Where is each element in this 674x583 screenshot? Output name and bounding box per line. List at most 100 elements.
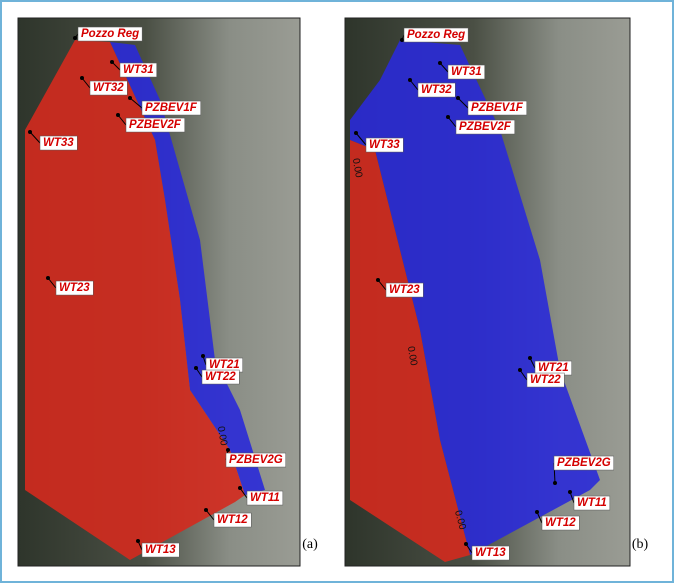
well-label: WT32 xyxy=(421,84,452,96)
well-label: WT31 xyxy=(451,66,482,78)
well-label: WT33 xyxy=(43,137,74,149)
blue-zone xyxy=(110,42,265,495)
well-label: PZBEV1F xyxy=(145,102,198,114)
leader-line xyxy=(457,97,469,109)
well-point xyxy=(408,78,412,82)
leader-line xyxy=(81,77,91,89)
well-point xyxy=(376,278,380,282)
label-box xyxy=(467,100,527,116)
panel-tag: (b) xyxy=(632,537,649,552)
well-marker: WT33 xyxy=(354,131,404,153)
well-point xyxy=(553,481,557,485)
well-label: WT21 xyxy=(538,362,569,374)
well-label: WT33 xyxy=(369,139,400,151)
label-box xyxy=(403,27,469,43)
well-point xyxy=(354,131,358,135)
well-point xyxy=(238,486,242,490)
contour-label: 0.00 xyxy=(452,509,468,531)
leader-line xyxy=(439,62,449,73)
well-point xyxy=(136,539,140,543)
label-box xyxy=(119,62,157,78)
well-point xyxy=(80,76,84,80)
label-box xyxy=(541,515,580,531)
well-point xyxy=(446,115,450,119)
well-label: Pozzo Reg xyxy=(81,28,139,40)
label-box xyxy=(77,26,143,42)
well-marker: PZBEV2F xyxy=(116,113,185,133)
label-box xyxy=(201,369,240,385)
well-marker: PZBEV2G xyxy=(225,448,286,468)
well-point xyxy=(28,130,32,134)
label-box xyxy=(526,372,565,388)
well-label: WT12 xyxy=(217,514,248,526)
leader-line xyxy=(129,97,143,109)
well-marker: WT31 xyxy=(110,60,157,78)
well-marker: WT32 xyxy=(80,76,128,96)
leader-line xyxy=(29,131,41,144)
label-box xyxy=(553,455,614,471)
well-point xyxy=(438,61,442,65)
well-marker: WT12 xyxy=(535,510,580,531)
blue-zone xyxy=(350,40,600,555)
well-marker: PZBEV1F xyxy=(456,96,527,116)
label-box xyxy=(471,545,510,561)
label-box xyxy=(385,282,424,298)
well-marker: WT23 xyxy=(376,278,424,298)
well-marker: WT12 xyxy=(204,508,252,528)
well-label: WT13 xyxy=(145,544,176,556)
label-box xyxy=(225,452,286,468)
well-label: PZBEV2G xyxy=(229,454,283,466)
leader-line xyxy=(47,277,57,289)
well-point xyxy=(528,356,532,360)
well-label: PZBEV2F xyxy=(459,121,512,133)
well-point xyxy=(73,36,77,40)
well-marker: PZBEV1F xyxy=(128,96,201,116)
well-label: WT13 xyxy=(475,547,506,559)
well-marker: WT22 xyxy=(518,368,565,388)
label-box xyxy=(573,495,611,511)
well-point xyxy=(535,510,539,514)
well-label: PZBEV2G xyxy=(557,457,611,469)
well-marker: PZBEV2F xyxy=(446,115,515,135)
well-marker: PZBEV2G xyxy=(553,455,614,485)
well-point xyxy=(201,354,205,358)
leader-line xyxy=(205,509,215,521)
well-label: WT23 xyxy=(389,284,420,296)
label-box xyxy=(141,100,201,116)
label-box xyxy=(417,82,456,98)
well-marker: WT33 xyxy=(28,130,78,151)
well-marker: WT13 xyxy=(136,539,180,558)
red-zone xyxy=(350,140,470,562)
well-point xyxy=(456,96,460,100)
label-box xyxy=(125,117,185,133)
leader-line xyxy=(447,116,457,128)
well-label: WT22 xyxy=(530,374,561,386)
well-marker: WT21 xyxy=(201,354,243,373)
well-label: WT11 xyxy=(250,492,280,504)
well-point xyxy=(204,508,208,512)
well-label: WT23 xyxy=(59,282,90,294)
leader-line xyxy=(409,79,419,91)
panel-tag: (a) xyxy=(302,537,318,552)
label-box xyxy=(365,137,404,153)
label-box xyxy=(55,280,94,296)
well-label: WT12 xyxy=(545,517,576,529)
leader-line xyxy=(117,114,127,126)
label-box xyxy=(141,542,180,558)
well-marker: WT31 xyxy=(438,61,485,80)
well-point xyxy=(194,366,198,370)
well-label: WT31 xyxy=(123,64,154,76)
well-point xyxy=(226,448,230,452)
well-point xyxy=(46,276,50,280)
well-marker: Pozzo Reg xyxy=(400,27,469,43)
well-marker: WT23 xyxy=(46,276,94,296)
label-box xyxy=(39,135,78,151)
contour-label: 0.00 xyxy=(215,425,229,447)
well-label: WT11 xyxy=(577,497,607,509)
leader-line xyxy=(355,132,367,146)
label-box xyxy=(213,512,252,528)
leader-line xyxy=(239,487,248,499)
red-zone xyxy=(25,40,245,560)
well-point xyxy=(568,490,572,494)
